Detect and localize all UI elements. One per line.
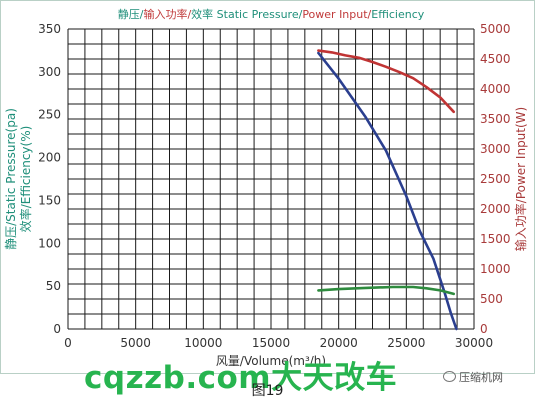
- x-tick-label: 30000: [455, 336, 493, 350]
- x-tick-label: 5000: [120, 336, 151, 350]
- chart-title-part: Power Input/: [302, 8, 371, 21]
- y-left-tick-label: 350: [38, 22, 61, 36]
- y-right-tick-label: 3000: [480, 142, 511, 156]
- chart-title-part: Efficiency: [371, 8, 424, 21]
- x-tick-label: 20000: [320, 336, 358, 350]
- chart-title-part: Static Pressure/: [217, 8, 303, 21]
- figure-caption: 图19: [251, 383, 284, 399]
- y-right-tick-label: 4500: [480, 52, 511, 66]
- series-line-static-pressure: [317, 51, 458, 331]
- watermark-text: cqzzb.com大天改车: [84, 360, 398, 396]
- chart-title-part: 输入功率/: [143, 7, 191, 21]
- x-axis-label: 风量/Volume(m³/h): [216, 354, 326, 368]
- y-right-tick-label: 2000: [480, 202, 511, 216]
- brand-label: 压缩机网: [443, 369, 503, 385]
- y-left-tick-label: 150: [38, 193, 61, 207]
- y-left-tick-label: 100: [38, 236, 61, 250]
- x-tick-label: 0: [64, 336, 72, 350]
- y-right-axis-label: 输入功率/Power Input(W): [513, 107, 528, 251]
- y-left-tick-label: 200: [38, 151, 61, 165]
- y-right-tick-label: 4000: [480, 82, 511, 96]
- y-left-axis-label-efficiency: 效率/Efficiency(%): [18, 126, 33, 233]
- x-tick-label: 10000: [184, 336, 222, 350]
- y-right-tick-label: 5000: [480, 22, 511, 36]
- y-left-axis-label: 静压/Static Pressure(pa): [4, 108, 18, 250]
- y-right-tick-label: 0: [480, 322, 488, 336]
- chart-frame: 0 5000 10000 15000 20000 25000 30000 0 50 100 150 2…: [0, 0, 535, 374]
- y-right-tick-label: 1000: [480, 262, 511, 276]
- y-left-tick-label: 50: [46, 279, 61, 293]
- chart-title-part: 静压/: [118, 7, 144, 21]
- series-line-efficiency: [317, 285, 456, 296]
- chart: 0 5000 10000 15000 20000 25000 300000501001502…: [4, 7, 528, 368]
- wechat-icon: [443, 371, 456, 382]
- series-line-power-input: [317, 49, 456, 114]
- chart-title-part: 效率: [191, 7, 217, 21]
- y-right-tick-label: 500: [480, 292, 503, 306]
- y-right-tick-label: 3500: [480, 112, 511, 126]
- y-left-tick-label: 300: [38, 65, 61, 79]
- x-tick-label: 15000: [252, 336, 290, 350]
- y-right-tick-label: 1500: [480, 232, 511, 246]
- y-right-tick-label: 2500: [480, 172, 511, 186]
- y-left-tick-label: 250: [38, 108, 61, 122]
- brand-text: 压缩机网: [459, 371, 503, 384]
- y-left-tick-label: 0: [53, 322, 61, 336]
- x-tick-label: 25000: [387, 336, 425, 350]
- chart-title: 静压/输入功率/效率 Static Pressure/Power Input/E…: [118, 7, 425, 21]
